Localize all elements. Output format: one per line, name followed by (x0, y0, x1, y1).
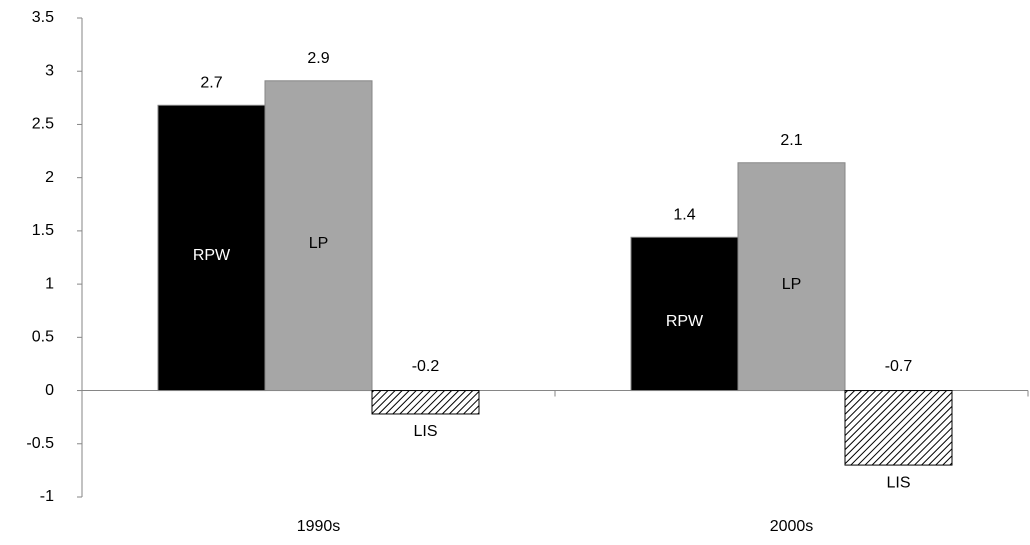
bar (844, 390, 953, 466)
value-label: -0.2 (412, 358, 440, 375)
y-tick-label: 0 (45, 382, 54, 399)
y-tick-label: 3 (45, 62, 54, 79)
series-label: RPW (666, 313, 704, 330)
series-label: LP (309, 235, 329, 252)
y-tick-label: 2 (45, 169, 54, 186)
bar (371, 390, 480, 415)
bar (264, 80, 373, 392)
y-tick-label: 1.5 (32, 222, 54, 239)
value-label: 2.7 (200, 75, 222, 92)
y-tick-label: -0.5 (26, 435, 54, 452)
y-tick-label: 1 (45, 275, 54, 292)
value-label: 2.9 (307, 50, 329, 67)
bar (157, 104, 266, 392)
x-tick-label: 2000s (770, 518, 814, 535)
value-label: -0.7 (885, 358, 913, 375)
value-label: 2.1 (780, 132, 802, 149)
bar (630, 236, 739, 392)
y-tick-label: 2.5 (32, 116, 54, 133)
y-tick-label: -1 (40, 488, 54, 505)
y-tick-label: 0.5 (32, 329, 54, 346)
y-tick-label: 3.5 (32, 9, 54, 26)
series-label: LIS (886, 474, 910, 491)
series-label: RPW (193, 247, 231, 264)
x-tick-label: 1990s (297, 518, 341, 535)
value-label: 1.4 (673, 206, 695, 223)
series-label: LP (782, 276, 802, 293)
series-label: LIS (413, 423, 437, 440)
bar (737, 162, 846, 392)
